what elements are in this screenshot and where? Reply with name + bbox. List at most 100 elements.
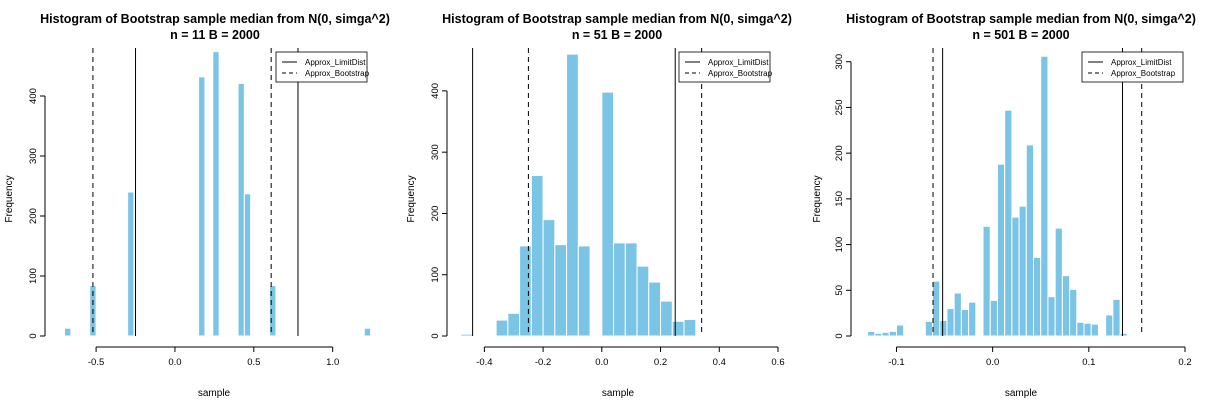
legend-entry-limitdist: Approx_LimitDist — [1111, 58, 1172, 67]
legend: Approx_LimitDist Approx_Bootstrap — [1081, 51, 1184, 83]
histogram-panel-3: Histogram of Bootstrap sample median fro… — [812, 12, 1196, 399]
legend-entry-bootstrap: Approx_Bootstrap — [708, 69, 773, 78]
y-tick-label: 0 — [430, 333, 441, 338]
legend: Approx_LimitDist Approx_Bootstrap — [275, 51, 370, 83]
histogram-bar-26 — [1083, 322, 1092, 337]
y-axis: 0 100 200 300 400 — [28, 88, 46, 339]
histogram-bar-12 — [982, 225, 991, 337]
histogram-bar-27 — [1090, 323, 1099, 337]
x-axis-label: sample — [602, 388, 635, 399]
legend-entry-bootstrap: Approx_Bootstrap — [1111, 69, 1176, 78]
histogram-bar-19 — [1033, 256, 1042, 337]
histogram-bar-6 — [554, 244, 568, 337]
histogram-bar-9 — [601, 91, 615, 337]
histogram-bar-3 — [198, 76, 206, 337]
legend: Approx_LimitDist Approx_Bootstrap — [678, 51, 773, 83]
histogram-bar-5 — [542, 219, 556, 337]
histogram-panel-1: Histogram of Bootstrap sample median fro… — [4, 12, 390, 399]
histogram-bar-6 — [243, 193, 252, 337]
reference-lines-group — [472, 48, 703, 336]
y-axis-label: Frequency — [812, 175, 823, 222]
histogram-bar-0 — [867, 330, 876, 337]
y-tick-label: 150 — [834, 191, 845, 207]
legend-box — [678, 51, 771, 83]
x-tick-label: -0.2 — [535, 357, 551, 368]
histogram-bar-30 — [1119, 332, 1128, 337]
x-tick-label: 1.0 — [326, 357, 339, 368]
histogram-bar-2 — [507, 312, 521, 337]
x-tick-label: 0.0 — [168, 357, 181, 368]
legend-entry-limitdist: Approx_LimitDist — [305, 58, 366, 67]
bars-group — [867, 55, 1136, 337]
histogram-bar-10 — [613, 242, 626, 337]
histogram-bar-4 — [530, 174, 544, 337]
y-tick-label: 100 — [834, 237, 845, 253]
histogram-bar-8 — [946, 308, 955, 337]
histogram-bar-29 — [1112, 298, 1121, 337]
histogram-bar-31 — [1126, 334, 1136, 337]
reference-lines-group — [932, 48, 1143, 336]
histogram-bar-2 — [127, 191, 135, 337]
histogram-bar-1 — [874, 332, 883, 337]
legend-entry-bootstrap: Approx_Bootstrap — [305, 69, 370, 78]
x-tick-label: -0.4 — [476, 357, 492, 368]
x-tick-label: 0.0 — [595, 357, 608, 368]
histogram-bar-4 — [895, 324, 905, 337]
y-axis: 0 50 100 150 200 250 300 — [834, 54, 852, 339]
reference-lines-group — [92, 48, 299, 336]
x-axis: -0.1 0.0 0.1 0.2 — [888, 346, 1192, 368]
chart-subtitle: n = 51 B = 2000 — [572, 28, 662, 42]
histogram-bar-3 — [888, 330, 897, 337]
histogram-bar-18 — [754, 334, 767, 337]
histogram-bar-13 — [648, 281, 662, 337]
y-tick-label: 200 — [834, 145, 845, 161]
histogram-bar-5 — [237, 82, 245, 337]
histogram-bar-7 — [269, 285, 277, 337]
chart-subtitle: n = 11 B = 2000 — [170, 28, 260, 42]
legend-box — [1081, 51, 1184, 83]
x-tick-label: 0.2 — [654, 357, 667, 368]
histogram-bar-24 — [1069, 288, 1078, 337]
chart-title: Histogram of Bootstrap sample median fro… — [442, 12, 792, 26]
histogram-bar-8 — [363, 327, 372, 337]
histogram-bar-25 — [1076, 321, 1085, 337]
histogram-bar-5 — [924, 320, 934, 337]
histogram-bar-13 — [989, 299, 998, 337]
y-tick-label: 400 — [28, 88, 39, 104]
x-tick-label: 0.5 — [247, 357, 260, 368]
y-tick-label: 400 — [430, 83, 441, 99]
y-tick-label: 300 — [834, 54, 845, 70]
histogram-bar-23 — [1061, 275, 1071, 337]
x-tick-label: 0.2 — [1178, 357, 1191, 368]
histogram-bar-8 — [577, 245, 591, 337]
y-tick-label: 200 — [430, 206, 441, 222]
x-axis: -0.4 -0.2 0.0 0.2 0.4 0.6 — [476, 346, 785, 368]
histogram-bar-22 — [1054, 227, 1063, 337]
histogram-bar-12 — [636, 265, 650, 337]
y-axis-label: Frequency — [406, 175, 417, 222]
legend-box — [275, 51, 368, 83]
histogram-bar-6 — [932, 280, 941, 337]
histogram-bar-9 — [953, 292, 962, 337]
chart-title: Histogram of Bootstrap sample median fro… — [846, 12, 1196, 26]
histogram-bar-15 — [1004, 109, 1013, 337]
histogram-bar-16 — [683, 318, 697, 337]
histogram-bar-16 — [1011, 216, 1020, 337]
histogram-bar-14 — [996, 163, 1006, 337]
histogram-bar-0 — [460, 333, 474, 337]
chart-title: Histogram of Bootstrap sample median fro… — [40, 12, 390, 26]
x-axis-label: sample — [198, 388, 231, 399]
histogram-bar-3 — [519, 245, 532, 337]
chart-subtitle: n = 501 B = 2000 — [972, 28, 1069, 42]
histogram-bar-28 — [1105, 314, 1114, 337]
histogram-bar-11 — [624, 242, 638, 337]
histogram-bar-2 — [881, 331, 890, 337]
histogram-bar-7 — [566, 53, 579, 337]
y-tick-label: 0 — [834, 333, 845, 338]
y-axis-label: Frequency — [4, 175, 15, 222]
histogram-bar-7 — [939, 319, 948, 337]
histogram-bar-11 — [968, 301, 977, 337]
bars-group — [64, 51, 372, 337]
histogram-bar-15 — [671, 320, 685, 337]
